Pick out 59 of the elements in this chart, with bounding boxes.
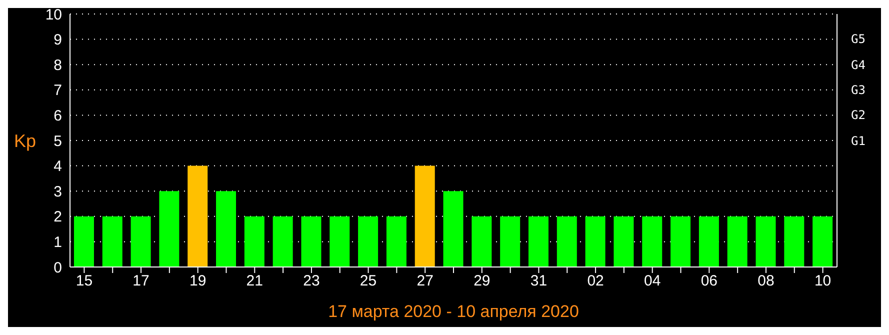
x-tick-label: 25 [360,272,377,290]
x-tick-label: 23 [303,272,320,290]
bar [556,216,577,267]
bar [756,216,776,267]
bar [301,216,322,267]
bar [585,216,606,267]
bar [443,191,464,267]
x-tick-label: 04 [644,272,661,290]
x-tick-label: 15 [76,272,93,290]
y-tick-label: 3 [54,183,62,200]
y-tick-label: 0 [54,259,62,276]
x-tick-label: 10 [814,272,832,290]
x-tick-label: 19 [189,272,206,290]
bar [358,216,378,267]
y-tick-label: 5 [54,132,62,150]
text: G5 [851,31,866,48]
bar [188,166,208,267]
bar [159,191,180,267]
bar [330,216,350,267]
x-tick-label: 17 [132,272,150,290]
x-tick-label: 08 [758,272,774,290]
bar [670,216,691,267]
x-tick-label: 06 [700,272,718,290]
y-tick-label: 8 [54,56,62,74]
bar [812,216,833,267]
y-tick-label: 2 [54,208,62,226]
bar [386,216,406,267]
text: G1 [851,132,866,148]
text: G4 [851,56,866,73]
bar [74,216,94,267]
text: G2 [851,107,866,124]
bar [414,166,435,267]
bar [528,216,548,267]
y-tick-label: 6 [54,108,62,125]
x-tick-label: 21 [246,272,263,290]
bar [102,216,122,267]
y-tick-label: 4 [54,158,62,176]
y-tick-label: 9 [54,32,62,49]
bar [698,216,719,267]
y-tick-label: 7 [54,82,62,100]
x-tick-label: 29 [474,272,490,290]
bar [784,216,804,267]
x-tick-label: 27 [416,272,434,290]
bar [500,216,520,267]
y-tick-label: 1 [54,234,62,252]
x-tick-label: 02 [587,272,604,290]
bar [727,216,748,267]
bar [244,216,264,267]
bar [642,216,662,267]
y-axis-title: Kp [14,130,36,151]
bar [472,216,492,267]
x-tick-label: 31 [530,272,548,290]
bar [130,216,151,267]
text: G3 [851,82,866,98]
bar [216,191,236,267]
bar [614,216,634,267]
y-tick-label: 10 [45,6,62,24]
bar [272,216,293,267]
x-axis-title: 17 марта 2020 - 10 апреля 2020 [328,302,579,321]
